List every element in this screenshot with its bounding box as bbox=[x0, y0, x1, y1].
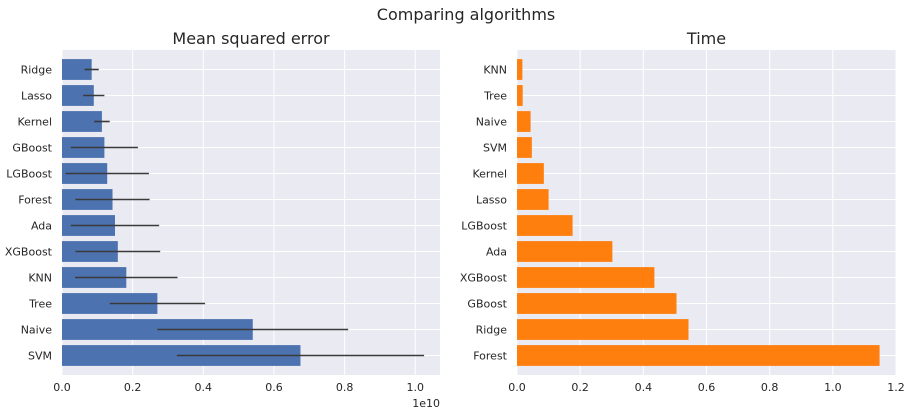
mse-category-label: Kernel bbox=[17, 116, 52, 129]
mse-bar bbox=[62, 59, 92, 80]
time-x-tick-label: 0.0 bbox=[508, 381, 526, 394]
mse-category-label: SVM bbox=[28, 350, 52, 363]
mse-x-tick-label: 0.8 bbox=[336, 381, 354, 394]
time-category-label: SVM bbox=[483, 142, 507, 155]
mse-chart-title: Mean squared error bbox=[172, 29, 330, 48]
mse-category-label: Lasso bbox=[21, 90, 52, 103]
time-x-tick-label: 0.2 bbox=[571, 381, 589, 394]
time-category-label: XGBoost bbox=[460, 272, 508, 285]
time-category-label: LGBoost bbox=[461, 220, 507, 233]
time-bar bbox=[517, 293, 677, 314]
mse-chart: 0.0 0.2 0.4 0.6 0.8 1.0 Ridge Lasso Kernel GBoost… bbox=[5, 29, 440, 410]
time-bar bbox=[517, 215, 573, 236]
mse-category-label: Naive bbox=[21, 324, 53, 337]
mse-category-label: Forest bbox=[18, 194, 52, 207]
mse-x-tick-label: 1.0 bbox=[407, 381, 425, 394]
time-bar bbox=[517, 59, 523, 80]
mse-x-tick-label: 0.6 bbox=[265, 381, 283, 394]
time-chart-title: Time bbox=[686, 29, 726, 48]
time-category-label: Lasso bbox=[476, 194, 507, 207]
mse-category-label: LGBoost bbox=[6, 168, 52, 181]
mse-bar bbox=[62, 111, 102, 132]
time-bar bbox=[517, 85, 523, 106]
time-category-label: Forest bbox=[473, 350, 507, 363]
mse-category-label: GBoost bbox=[12, 142, 52, 155]
mse-category-label: XGBoost bbox=[5, 246, 53, 259]
time-category-label: KNN bbox=[483, 64, 507, 77]
mse-category-label: Ridge bbox=[21, 64, 53, 77]
mse-category-label: Tree bbox=[28, 298, 52, 311]
time-category-label: Naive bbox=[476, 116, 508, 129]
mse-x-offset-label: 1e10 bbox=[412, 397, 440, 410]
time-chart: 0.0 0.2 0.4 0.6 0.8 1.0 1.2 KNN Tree Naive SVM Kern… bbox=[460, 29, 905, 394]
mse-category-label: KNN bbox=[28, 272, 52, 285]
figure-title: Comparing algorithms bbox=[377, 5, 555, 24]
time-category-label: Tree bbox=[483, 90, 507, 103]
time-x-tick-label: 0.6 bbox=[698, 381, 716, 394]
time-x-tick-label: 1.2 bbox=[887, 381, 905, 394]
time-x-tick-label: 0.4 bbox=[635, 381, 653, 394]
time-x-tick-label: 0.8 bbox=[761, 381, 779, 394]
mse-x-tick-label: 0.4 bbox=[195, 381, 213, 394]
mse-bar bbox=[62, 85, 94, 106]
time-category-label: Ridge bbox=[476, 324, 508, 337]
time-bar bbox=[517, 137, 532, 158]
time-bar bbox=[517, 163, 544, 184]
time-category-label: Kernel bbox=[472, 168, 507, 181]
mse-category-label: Ada bbox=[31, 220, 52, 233]
time-bar bbox=[517, 345, 880, 366]
mse-x-tick-label: 0.0 bbox=[53, 381, 71, 394]
time-bar bbox=[517, 319, 689, 340]
time-category-label: Ada bbox=[486, 246, 507, 259]
time-bar bbox=[517, 241, 613, 262]
time-bar bbox=[517, 111, 531, 132]
time-x-tick-label: 1.0 bbox=[824, 381, 842, 394]
mse-x-tick-label: 0.2 bbox=[124, 381, 142, 394]
time-bar bbox=[517, 267, 655, 288]
time-bar bbox=[517, 189, 549, 210]
time-category-label: GBoost bbox=[467, 298, 507, 311]
